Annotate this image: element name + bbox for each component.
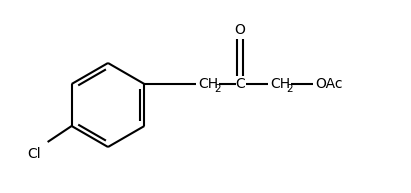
Text: C: C — [235, 77, 245, 91]
Text: O: O — [235, 23, 245, 37]
Text: 2: 2 — [214, 84, 221, 94]
Text: CH: CH — [270, 77, 290, 91]
Text: 2: 2 — [286, 84, 293, 94]
Text: OAc: OAc — [315, 77, 342, 91]
Text: Cl: Cl — [27, 147, 40, 161]
Text: CH: CH — [198, 77, 218, 91]
